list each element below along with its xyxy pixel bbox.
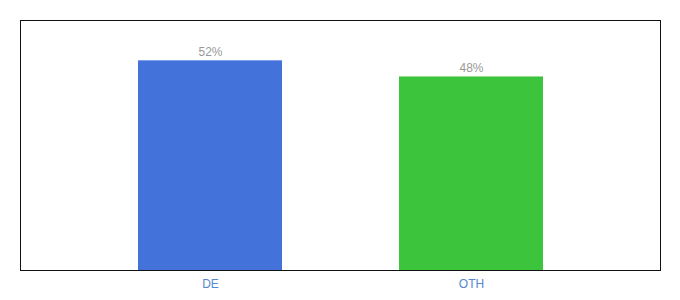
svg-text:48%: 48% (459, 61, 483, 75)
svg-text:OTH: OTH (459, 277, 484, 291)
svg-text:52%: 52% (198, 45, 222, 59)
svg-text:DE: DE (202, 277, 219, 291)
